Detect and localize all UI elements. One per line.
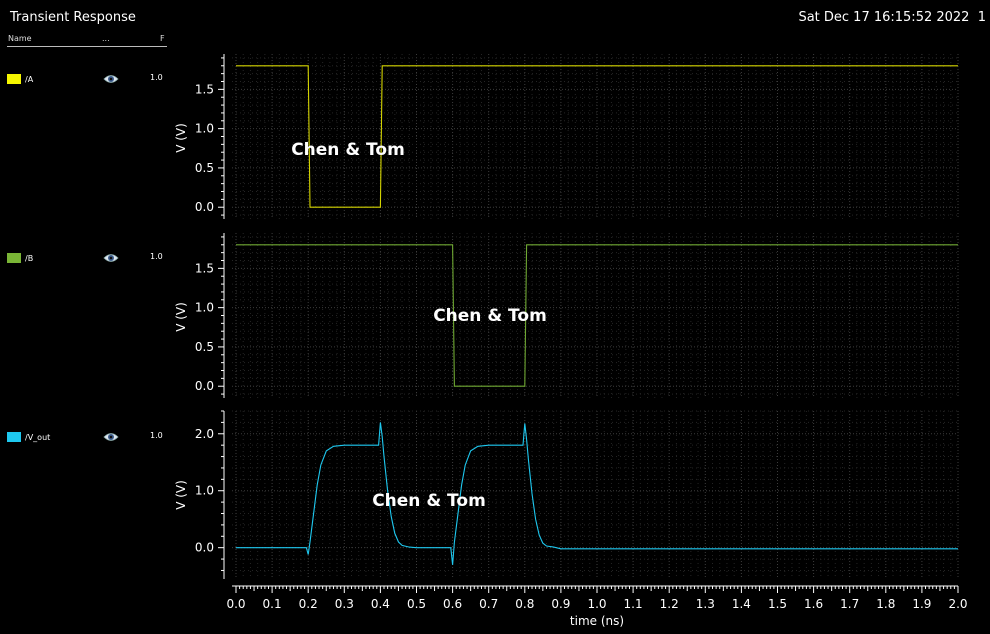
y-tick-label: 1.5	[195, 261, 214, 275]
x-tick-label: 0.8	[515, 597, 534, 611]
signal-vout-swatch	[7, 432, 21, 442]
series-line-a[interactable]	[236, 65, 958, 208]
watermark-label: Chen & Tom	[433, 306, 547, 326]
grid	[232, 54, 959, 219]
panel-1[interactable]: 0.0 0.5 1.0 1.5 V (V) Chen & Tom	[174, 233, 959, 398]
legend-header-dots[interactable]: ...	[102, 34, 110, 43]
legend-row-a[interactable]: /A 1.0	[7, 73, 167, 87]
x-tick-label: 2.0	[948, 597, 967, 611]
x-tick-label: 0.2	[299, 597, 318, 611]
grid	[232, 233, 959, 398]
y-tick-label: 0.5	[195, 340, 214, 354]
x-tick-label: 1.7	[840, 597, 859, 611]
legend-header-f[interactable]: F	[160, 34, 165, 43]
legend-header-name[interactable]: Name	[8, 34, 32, 43]
x-tick-label: 1.0	[587, 597, 606, 611]
y-tick-label: 0.0	[195, 200, 214, 214]
y-tick-label: 0.5	[195, 161, 214, 175]
x-tick-label: 0.5	[407, 597, 426, 611]
series-line-b[interactable]	[236, 244, 958, 387]
y-tick-label: 0.0	[195, 541, 214, 555]
legend-row-b[interactable]: /B 1.0	[7, 252, 167, 266]
series-line-v_out[interactable]	[236, 422, 958, 565]
legend-header: Name ... F	[7, 34, 167, 47]
x-tick-label: 0.0	[226, 597, 245, 611]
x-tick-label: 1.8	[876, 597, 895, 611]
signal-b-scale: 1.0	[150, 252, 163, 261]
x-axis-label: time (ns)	[570, 614, 624, 628]
y-tick-label: 1.0	[195, 122, 214, 136]
eye-icon[interactable]	[103, 251, 119, 265]
panel-2[interactable]: 0.0 1.0 2.0 V (V) Chen & Tom 0.0 0.1 0.2 0.3 0.4 0…	[174, 410, 968, 628]
x-tick-label: 1.1	[624, 597, 643, 611]
y-tick-label: 1.0	[195, 301, 214, 315]
eye-icon[interactable]	[103, 72, 119, 86]
y-tick-label: 1.0	[195, 484, 214, 498]
x-tick-label: 1.6	[804, 597, 823, 611]
x-tick-label: 1.3	[696, 597, 715, 611]
y-axis-label: V (V)	[174, 123, 188, 153]
x-tick-label: 0.7	[479, 597, 498, 611]
legend-row-vout[interactable]: /V_out 1.0	[7, 431, 167, 445]
grid	[232, 410, 959, 579]
datestamp: Sat Dec 17 16:15:52 2022 1	[798, 10, 986, 25]
y-tick-label: 1.5	[195, 82, 214, 96]
x-tick-label: 1.5	[768, 597, 787, 611]
signal-vout-scale: 1.0	[150, 431, 163, 440]
y-axis-label: V (V)	[174, 480, 188, 510]
y-tick-label: 2.0	[195, 427, 214, 441]
x-tick-label: 1.4	[732, 597, 751, 611]
window-title: Transient Response	[10, 10, 136, 25]
signal-vout-name: /V_out	[25, 433, 51, 442]
x-tick-label: 1.9	[912, 597, 931, 611]
signal-b-swatch	[7, 253, 21, 263]
signal-a-name: /A	[25, 75, 34, 84]
x-tick-label: 0.4	[371, 597, 390, 611]
y-tick-label: 0.0	[195, 379, 214, 393]
x-tick-label: 0.1	[263, 597, 282, 611]
x-tick-label: 0.3	[335, 597, 354, 611]
watermark-label: Chen & Tom	[372, 491, 486, 511]
panel-0[interactable]: 0.0 0.5 1.0 1.5 V (V) Chen & Tom	[174, 54, 959, 219]
signal-b-name: /B	[25, 254, 34, 263]
eye-icon[interactable]	[103, 430, 119, 444]
x-tick-label: 1.2	[660, 597, 679, 611]
y-axis-label: V (V)	[174, 302, 188, 332]
x-tick-label: 0.9	[551, 597, 570, 611]
watermark-label: Chen & Tom	[291, 140, 405, 160]
x-tick-label: 0.6	[443, 597, 462, 611]
signal-a-swatch	[7, 74, 21, 84]
signal-a-scale: 1.0	[150, 73, 163, 82]
